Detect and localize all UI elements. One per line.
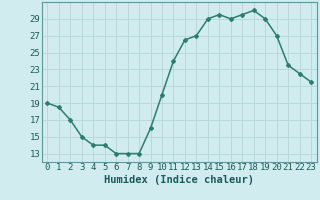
X-axis label: Humidex (Indice chaleur): Humidex (Indice chaleur) (104, 175, 254, 185)
